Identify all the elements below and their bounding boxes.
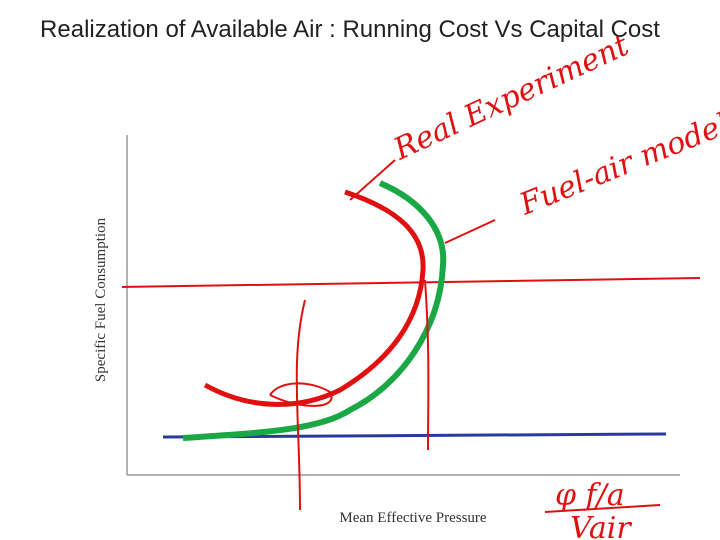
y-axis-label: Specific Fuel Consumption bbox=[93, 217, 109, 382]
model-note: Fuel-air modelling bbox=[514, 85, 720, 223]
blue-line bbox=[162, 432, 667, 439]
sketch-marks bbox=[269, 279, 430, 511]
x-axis-label: Mean Effective Pressure bbox=[339, 510, 487, 526]
fraction-bar bbox=[544, 504, 661, 513]
vair-note: Vair bbox=[570, 511, 632, 540]
red-horizontal bbox=[121, 277, 701, 288]
real-note: Real Experiment bbox=[388, 28, 635, 168]
model-curve bbox=[182, 180, 447, 441]
arrows bbox=[349, 159, 496, 244]
real-curve bbox=[203, 189, 426, 407]
slide-title: Realization of Available Air : Running C… bbox=[40, 16, 660, 43]
